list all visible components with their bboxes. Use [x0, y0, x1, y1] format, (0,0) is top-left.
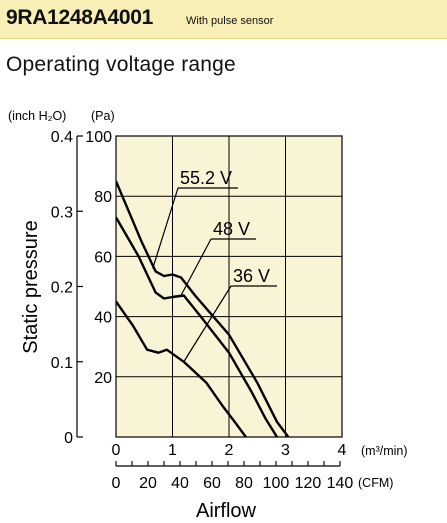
pa-tick-label: 80 — [94, 189, 112, 206]
series-line-2 — [116, 300, 247, 437]
x-tick-label: 2 — [225, 442, 234, 459]
title-bar — [0, 0, 447, 39]
x-tick-label: 4 — [338, 442, 347, 459]
inch-tick-label: 0.4 — [51, 129, 73, 146]
pa-tick-label: 100 — [85, 129, 112, 146]
model-note: With pulse sensor — [186, 15, 274, 27]
y-unit-inch: (inch H₂O) — [8, 109, 66, 123]
cfm-tick-label: 40 — [171, 475, 189, 492]
plot-frame — [115, 135, 343, 438]
x-unit-cfm: (CFM) — [358, 476, 393, 490]
model-number: 9RA1248A4001 — [6, 6, 154, 29]
series-leader-line — [152, 187, 179, 269]
y-unit-pa: (Pa) — [91, 109, 115, 123]
section-title: Operating voltage range — [6, 53, 236, 76]
cfm-tick-label: 60 — [203, 475, 221, 492]
x-tick-label: 0 — [112, 442, 121, 459]
series-label-0: 55.2 V — [180, 168, 232, 188]
cfm-tick-label: 100 — [263, 475, 290, 492]
cfm-tick-label: 20 — [139, 475, 157, 492]
cfm-tick-label: 80 — [235, 475, 253, 492]
cfm-tick-label: 140 — [327, 475, 354, 492]
series-leader-line — [183, 285, 232, 363]
cfm-tick-label: 120 — [295, 475, 322, 492]
series-line-0 — [116, 180, 290, 437]
x-axis-title: Airflow — [196, 500, 257, 522]
x-tick-label: 1 — [168, 442, 177, 459]
inch-tick-label: 0 — [64, 430, 73, 447]
x-tick-label: 3 — [281, 442, 290, 459]
pa-tick-label: 20 — [94, 370, 112, 387]
inch-tick-label: 0.2 — [51, 280, 73, 297]
inch-tick-label: 0.1 — [51, 355, 73, 372]
series-line-1 — [116, 216, 279, 437]
series-label-1: 48 V — [213, 219, 250, 239]
x-unit-m3min: (m³/min) — [361, 444, 408, 458]
pa-tick-label: 60 — [94, 249, 112, 266]
series-leader-line — [180, 238, 212, 296]
cfm-tick-label: 0 — [112, 475, 121, 492]
y-axis-title: Static pressure — [20, 220, 42, 353]
inch-tick-label: 0.3 — [51, 204, 73, 221]
series-label-2: 36 V — [233, 266, 270, 286]
pa-tick-label: 40 — [94, 310, 112, 327]
